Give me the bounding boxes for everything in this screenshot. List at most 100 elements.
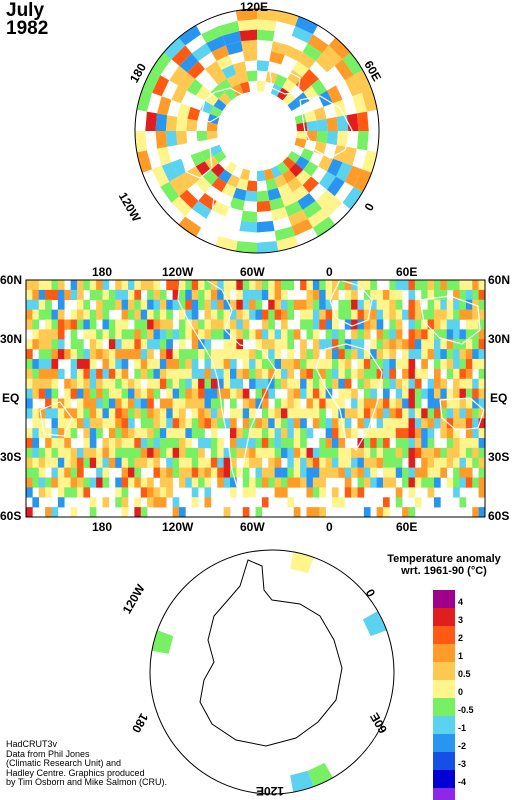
grid-cell xyxy=(32,438,40,449)
polar-cell xyxy=(241,39,257,52)
grid-cell xyxy=(344,378,352,389)
grid-cell xyxy=(370,309,377,320)
grid-cell xyxy=(459,418,467,429)
polar-cell xyxy=(295,16,318,35)
grid-cell xyxy=(332,289,339,301)
grid-cell xyxy=(383,477,390,488)
grid-cell xyxy=(440,349,448,360)
grid-cell xyxy=(459,408,467,419)
grid-cell xyxy=(230,457,237,468)
grid-cell xyxy=(242,438,250,449)
grid-cell xyxy=(255,438,263,449)
grid-cell xyxy=(395,388,403,399)
grid-cell xyxy=(134,398,142,409)
grid-cell xyxy=(185,359,193,370)
grid-cell xyxy=(45,329,52,340)
grid-cell xyxy=(51,368,59,380)
grid-cell xyxy=(89,359,97,370)
polar-cell xyxy=(302,200,323,219)
polar-cell xyxy=(274,226,296,242)
polar-cell xyxy=(155,131,168,149)
polar-cell xyxy=(276,236,299,252)
polar-cell xyxy=(235,241,257,253)
grid-cell xyxy=(281,408,288,419)
grid-cell xyxy=(210,428,218,439)
grid-cell xyxy=(414,329,422,340)
polar-cell xyxy=(135,131,147,153)
grid-cell xyxy=(32,309,40,320)
grid-cell xyxy=(102,457,110,468)
grid-cell xyxy=(217,299,224,310)
grid-cell xyxy=(370,477,377,488)
grid-cell xyxy=(332,339,339,350)
grid-cell xyxy=(395,299,403,310)
grid-cell xyxy=(408,329,416,340)
grid-cell xyxy=(414,467,422,478)
grid-cell xyxy=(325,457,333,468)
grid-cell xyxy=(172,349,180,360)
grid-cell xyxy=(325,428,333,439)
grid-cell xyxy=(383,309,390,320)
grid-cell xyxy=(421,438,428,449)
grid-cell xyxy=(172,507,180,518)
grid-cell xyxy=(121,388,129,399)
credit-line: HadCRUT3v xyxy=(6,739,58,749)
grid-cell xyxy=(274,487,282,498)
polar-cell xyxy=(336,131,349,147)
grid-cell xyxy=(217,418,224,429)
grid-cell xyxy=(306,408,314,419)
grid-cell xyxy=(306,319,314,330)
world-top-label: 180 xyxy=(92,265,113,279)
grid-cell xyxy=(242,309,250,320)
grid-cell xyxy=(70,428,78,439)
grid-cell xyxy=(179,388,186,399)
grid-cell xyxy=(363,388,371,399)
grid-cell xyxy=(287,359,295,370)
polar-cell xyxy=(327,158,343,177)
grid-cell xyxy=(319,368,326,380)
grid-cell xyxy=(77,359,84,370)
legend-swatch xyxy=(433,626,455,644)
grid-cell xyxy=(249,289,256,301)
grid-cell xyxy=(319,408,326,419)
grid-cell xyxy=(332,497,339,508)
grid-cell xyxy=(210,309,218,320)
grid-cell xyxy=(230,477,237,488)
polar-cell xyxy=(284,201,303,217)
grid-cell xyxy=(281,289,288,301)
grid-cell xyxy=(453,388,460,399)
grid-cell xyxy=(312,447,320,459)
credit-line: (Climatic Research Unit) and xyxy=(6,758,122,769)
grid-cell xyxy=(472,378,479,389)
grid-cell xyxy=(217,280,224,291)
grid-cell xyxy=(389,329,397,340)
grid-cell xyxy=(121,477,129,488)
grid-cell xyxy=(198,388,205,399)
grid-cell xyxy=(395,418,403,429)
grid-cell xyxy=(83,359,91,370)
grid-cell xyxy=(102,467,110,478)
grid-cell xyxy=(344,299,352,310)
grid-cell xyxy=(402,378,409,389)
grid-cell xyxy=(344,349,352,360)
grid-cell xyxy=(121,457,129,468)
polar-cell xyxy=(291,218,313,236)
grid-cell xyxy=(89,428,97,439)
grid-cell xyxy=(108,398,116,409)
grid-cell xyxy=(153,457,161,468)
grid-cell xyxy=(274,368,282,380)
grid-cell xyxy=(434,299,441,310)
grid-cell xyxy=(204,418,212,429)
grid-cell xyxy=(312,378,320,389)
legend-swatch xyxy=(433,680,455,698)
grid-cell xyxy=(383,368,390,380)
polar-cell xyxy=(186,118,198,131)
grid-cell xyxy=(191,477,199,488)
grid-cell xyxy=(166,388,173,399)
polar-cell xyxy=(218,92,232,106)
grid-cell xyxy=(140,349,148,360)
grid-cell xyxy=(70,319,78,330)
grid-cell xyxy=(274,398,282,409)
grid-cell xyxy=(383,497,390,508)
grid-cell xyxy=(383,329,390,340)
